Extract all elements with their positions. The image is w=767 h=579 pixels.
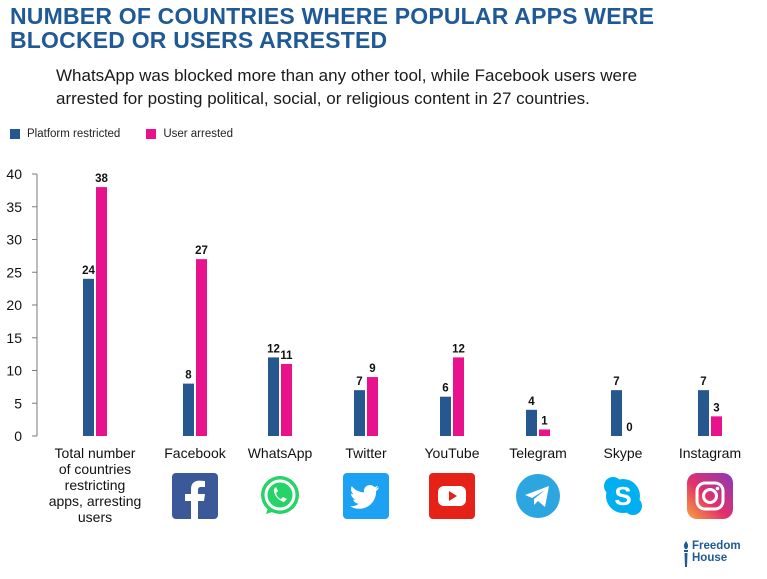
y-tick-label-0: 0 — [14, 428, 22, 444]
data-label-platform-restricted-5: 4 — [528, 396, 535, 408]
data-label-platform-restricted-7: 7 — [700, 376, 706, 388]
legend-swatch-user-arrested — [146, 129, 157, 139]
data-label-platform-restricted-0: 24 — [82, 265, 95, 277]
y-tick-label-5: 5 — [14, 395, 22, 411]
y-tick-label-20: 20 — [6, 297, 22, 313]
bar-user-arrested-3 — [367, 377, 378, 436]
x-tick-label-4: YouTube — [402, 445, 502, 461]
y-tick-label-10: 10 — [6, 363, 22, 379]
instagram-icon — [687, 473, 733, 519]
bar-platform-restricted-4 — [440, 396, 451, 436]
x-tick-label-0-line-2: restricting — [64, 477, 126, 493]
chart-subtitle: WhatsApp was blocked more than any other… — [56, 64, 746, 110]
y-tick-label-40: 40 — [6, 166, 22, 182]
chart-subtitle-line-2: arrested for posting political, social, … — [56, 89, 590, 108]
data-label-user-arrested-3: 9 — [369, 363, 375, 375]
y-tick-label-15: 15 — [6, 330, 22, 346]
x-tick-label-5-line-0: Telegram — [509, 445, 567, 461]
data-label-user-arrested-7: 3 — [713, 402, 719, 414]
freedom-house-torch-icon — [683, 541, 689, 567]
chart-title-line-2: BLOCKED OR USERS ARRESTED — [10, 27, 388, 53]
bar-platform-restricted-1 — [183, 383, 194, 436]
x-tick-label-3-line-0: Twitter — [345, 445, 387, 461]
chart-title: NUMBER OF COUNTRIES WHERE POPULAR APPS W… — [10, 4, 750, 52]
x-tick-label-7: Instagram — [660, 445, 760, 461]
x-tick-label-1-line-0: Facebook — [164, 445, 226, 461]
x-tick-label-0-line-3: apps, arresting — [48, 493, 142, 509]
data-label-user-arrested-5: 1 — [541, 415, 548, 427]
x-tick-label-0-line-4: users — [77, 509, 113, 525]
svg-text:S: S — [614, 481, 631, 511]
bar-user-arrested-4 — [453, 357, 464, 436]
data-label-platform-restricted-2: 12 — [267, 343, 280, 355]
brand-line-1: Freedom — [692, 540, 741, 552]
data-label-platform-restricted-3: 7 — [356, 376, 362, 388]
bar-platform-restricted-3 — [354, 390, 365, 436]
x-tick-label-1: Facebook — [145, 445, 245, 461]
data-label-platform-restricted-6: 7 — [613, 376, 619, 388]
data-label-user-arrested-4: 12 — [452, 343, 465, 355]
data-label-user-arrested-1: 27 — [195, 245, 208, 257]
telegram-icon — [515, 473, 561, 519]
bar-user-arrested-0 — [96, 187, 107, 436]
legend-label-platform-restricted: Platform restricted — [27, 128, 121, 140]
bar-platform-restricted-7 — [698, 390, 709, 436]
bar-user-arrested-2 — [281, 363, 292, 436]
data-label-user-arrested-2: 11 — [280, 350, 293, 362]
chart-title-line-1: NUMBER OF COUNTRIES WHERE POPULAR APPS W… — [10, 3, 655, 29]
bar-platform-restricted-0 — [83, 278, 94, 436]
x-tick-label-6-line-0: Skype — [603, 445, 643, 461]
chart-subtitle-line-1: WhatsApp was blocked more than any other… — [56, 66, 638, 85]
data-label-user-arrested-6: 0 — [626, 422, 632, 434]
bar-platform-restricted-5 — [526, 409, 537, 436]
youtube-icon — [429, 473, 475, 519]
bar-platform-restricted-2 — [268, 357, 279, 436]
data-label-platform-restricted-4: 6 — [442, 383, 448, 395]
facebook-icon — [172, 473, 218, 519]
bar-user-arrested-7 — [711, 416, 722, 436]
x-tick-label-0-line-0: Total number — [54, 445, 136, 461]
x-tick-label-3: Twitter — [316, 445, 416, 461]
x-tick-label-2: WhatsApp — [230, 445, 330, 461]
bar-user-arrested-5 — [539, 429, 550, 436]
chart-legend: Platform restricted User arrested — [10, 128, 259, 140]
legend-label-user-arrested: User arrested — [163, 128, 233, 140]
skype-icon: S — [600, 473, 646, 519]
x-tick-label-4-line-0: YouTube — [424, 445, 480, 461]
twitter-icon — [343, 473, 389, 519]
data-label-platform-restricted-1: 8 — [185, 370, 192, 382]
x-tick-label-7-line-0: Instagram — [678, 445, 742, 461]
x-tick-label-0: Total number of countries restricting apps,… — [45, 445, 145, 525]
x-tick-label-6: Skype — [573, 445, 673, 461]
x-tick-label-2-line-0: WhatsApp — [247, 445, 313, 461]
data-label-user-arrested-0: 38 — [95, 173, 108, 185]
y-tick-label-30: 30 — [6, 232, 22, 248]
legend-item-user-arrested: User arrested — [146, 128, 233, 140]
x-tick-label-0-line-1: of countries — [58, 461, 132, 477]
bar-platform-restricted-6 — [611, 390, 622, 436]
y-tick-label-25: 25 — [6, 264, 22, 280]
legend-swatch-platform-restricted — [10, 129, 20, 139]
x-tick-label-5: Telegram — [488, 445, 588, 461]
whatsapp-icon — [257, 473, 303, 519]
bar-user-arrested-1 — [196, 259, 207, 436]
freedom-house-logo: Freedom House — [692, 540, 741, 564]
y-tick-label-35: 35 — [6, 199, 22, 215]
legend-item-platform-restricted: Platform restricted — [10, 128, 120, 140]
brand-line-2: House — [692, 552, 728, 564]
